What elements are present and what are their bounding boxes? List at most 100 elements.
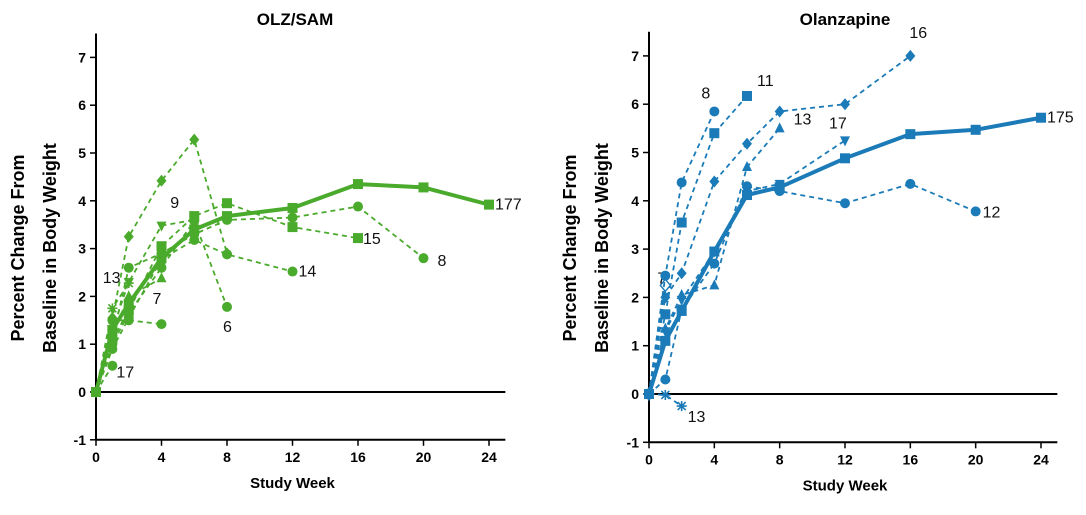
series-end-label: 6 xyxy=(223,319,232,336)
y-tick-label: 1 xyxy=(78,336,86,352)
data-point xyxy=(970,206,981,217)
data-point xyxy=(742,160,752,171)
series-line xyxy=(95,219,195,393)
y-tick-label: 4 xyxy=(78,193,86,209)
data-point xyxy=(1036,112,1046,123)
data-point xyxy=(676,217,687,228)
series-end-label: 177 xyxy=(495,197,522,214)
series-line xyxy=(648,393,683,407)
x-tick-label: 24 xyxy=(481,449,497,465)
data-point xyxy=(840,153,850,164)
data-point xyxy=(189,215,200,226)
data-point xyxy=(709,258,720,269)
data-point xyxy=(156,262,167,273)
series-line xyxy=(648,111,716,395)
series-end-label: 16 xyxy=(909,25,927,42)
data-point xyxy=(774,105,785,118)
data-point xyxy=(107,324,118,335)
series-line xyxy=(648,182,977,395)
data-point xyxy=(660,335,671,346)
data-point xyxy=(840,136,850,147)
data-point xyxy=(905,129,916,140)
chart-title: OLZ/SAM xyxy=(257,10,334,29)
series-end-label: 11 xyxy=(757,73,774,90)
y-tick-label: 4 xyxy=(631,193,639,209)
data-point xyxy=(156,174,167,187)
data-point xyxy=(107,360,118,371)
y-tick-label: 5 xyxy=(78,145,86,161)
data-point xyxy=(156,221,167,232)
data-point xyxy=(660,309,671,320)
data-point xyxy=(774,182,785,193)
y-tick-label: 2 xyxy=(78,288,86,304)
x-tick-label: 20 xyxy=(968,451,984,467)
data-point xyxy=(418,253,429,264)
y-tick-label: 0 xyxy=(631,386,639,402)
data-point xyxy=(905,178,916,189)
y-tick-label: 3 xyxy=(78,241,86,257)
data-point xyxy=(222,301,232,312)
data-point xyxy=(644,389,654,399)
data-point xyxy=(484,199,494,210)
series-line xyxy=(95,202,359,393)
y-tick-label: 5 xyxy=(631,145,639,161)
data-point xyxy=(287,212,298,223)
data-point xyxy=(905,49,916,62)
series-end-label: 8 xyxy=(438,253,447,270)
data-point xyxy=(123,305,134,316)
x-tick-label: 16 xyxy=(903,451,919,467)
x-tick-label: 8 xyxy=(223,449,231,465)
series-4: 8 xyxy=(644,85,720,399)
data-point xyxy=(287,202,298,213)
x-tick-label: 24 xyxy=(1033,451,1049,467)
series-end-label: 13 xyxy=(688,409,706,426)
data-point xyxy=(840,198,850,209)
series-end-label: 14 xyxy=(299,264,317,281)
data-point xyxy=(676,267,687,280)
y-axis-title-line: Percent Change From xyxy=(8,154,28,341)
y-tick-label: 2 xyxy=(631,289,639,305)
data-point xyxy=(156,253,167,264)
data-point xyxy=(156,319,167,330)
series-1: 175 xyxy=(644,110,1074,399)
series-end-label: 15 xyxy=(363,231,381,248)
chart-panel-1: OLZ/SAM Percent Change From Baseline in Bo… xyxy=(8,10,522,492)
data-point xyxy=(222,198,232,209)
y-axis-title-line: Baseline in Body Weight xyxy=(40,143,60,353)
data-point xyxy=(709,128,720,139)
x-tick-label: 4 xyxy=(710,451,718,467)
x-tick-label: 0 xyxy=(92,449,100,465)
x-tick-label: 20 xyxy=(416,449,432,465)
data-point xyxy=(107,303,118,314)
y-tick-label: 6 xyxy=(78,97,86,113)
x-axis-title: Study Week xyxy=(250,475,335,492)
y-tick-label: -1 xyxy=(627,434,640,450)
data-point xyxy=(742,181,752,192)
data-point xyxy=(660,389,671,400)
data-point xyxy=(189,224,200,235)
series-9: 12 xyxy=(644,178,1001,399)
series-end-label: 17 xyxy=(116,365,134,382)
data-point xyxy=(418,182,429,193)
data-point xyxy=(676,177,687,188)
series-10: 8 xyxy=(91,201,447,397)
y-tick-label: 3 xyxy=(631,241,639,257)
x-tick-label: 12 xyxy=(837,451,853,467)
data-point xyxy=(91,387,101,397)
x-axis-title: Study Week xyxy=(803,477,888,494)
data-point xyxy=(709,279,720,290)
data-point xyxy=(123,278,134,289)
data-point xyxy=(660,270,671,281)
data-point xyxy=(742,90,752,101)
data-point xyxy=(970,124,981,135)
series-end-label: 17 xyxy=(829,115,847,132)
series-end-label: 12 xyxy=(983,204,1001,221)
series-6: 13 xyxy=(644,111,812,398)
series-8: 16 xyxy=(644,25,927,400)
x-tick-label: 4 xyxy=(158,449,166,465)
data-point xyxy=(123,298,134,309)
data-point xyxy=(774,122,785,133)
data-point xyxy=(222,211,232,222)
y-axis-title-line: Baseline in Body Weight xyxy=(592,143,612,353)
y-tick-label: -1 xyxy=(74,432,87,448)
